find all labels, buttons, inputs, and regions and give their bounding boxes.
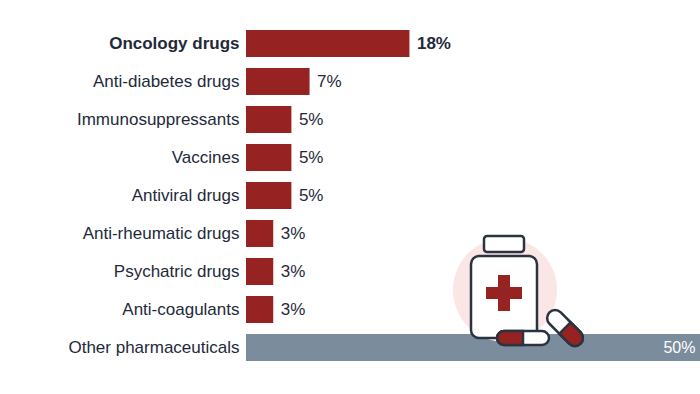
svg-text:18%: 18%	[417, 34, 451, 53]
svg-text:Anti-coagulants: Anti-coagulants	[122, 300, 239, 319]
svg-text:7%: 7%	[317, 72, 342, 91]
svg-text:Other pharmaceuticals: Other pharmaceuticals	[68, 338, 239, 357]
svg-text:Anti-diabetes drugs: Anti-diabetes drugs	[93, 72, 239, 91]
svg-text:50%: 50%	[663, 339, 695, 356]
svg-text:5%: 5%	[299, 110, 324, 129]
svg-text:5%: 5%	[299, 186, 324, 205]
svg-text:3%: 3%	[281, 224, 306, 243]
svg-text:Antiviral drugs: Antiviral drugs	[132, 186, 240, 205]
svg-text:Anti-rheumatic drugs: Anti-rheumatic drugs	[83, 224, 240, 243]
svg-text:Oncology drugs: Oncology drugs	[109, 34, 239, 53]
svg-text:3%: 3%	[281, 300, 306, 319]
svg-text:Vaccines: Vaccines	[172, 148, 240, 167]
svg-text:5%: 5%	[299, 148, 324, 167]
svg-text:3%: 3%	[281, 262, 306, 281]
svg-text:Psychatric drugs: Psychatric drugs	[114, 262, 240, 281]
svg-text:Immunosuppressants: Immunosuppressants	[77, 110, 240, 129]
